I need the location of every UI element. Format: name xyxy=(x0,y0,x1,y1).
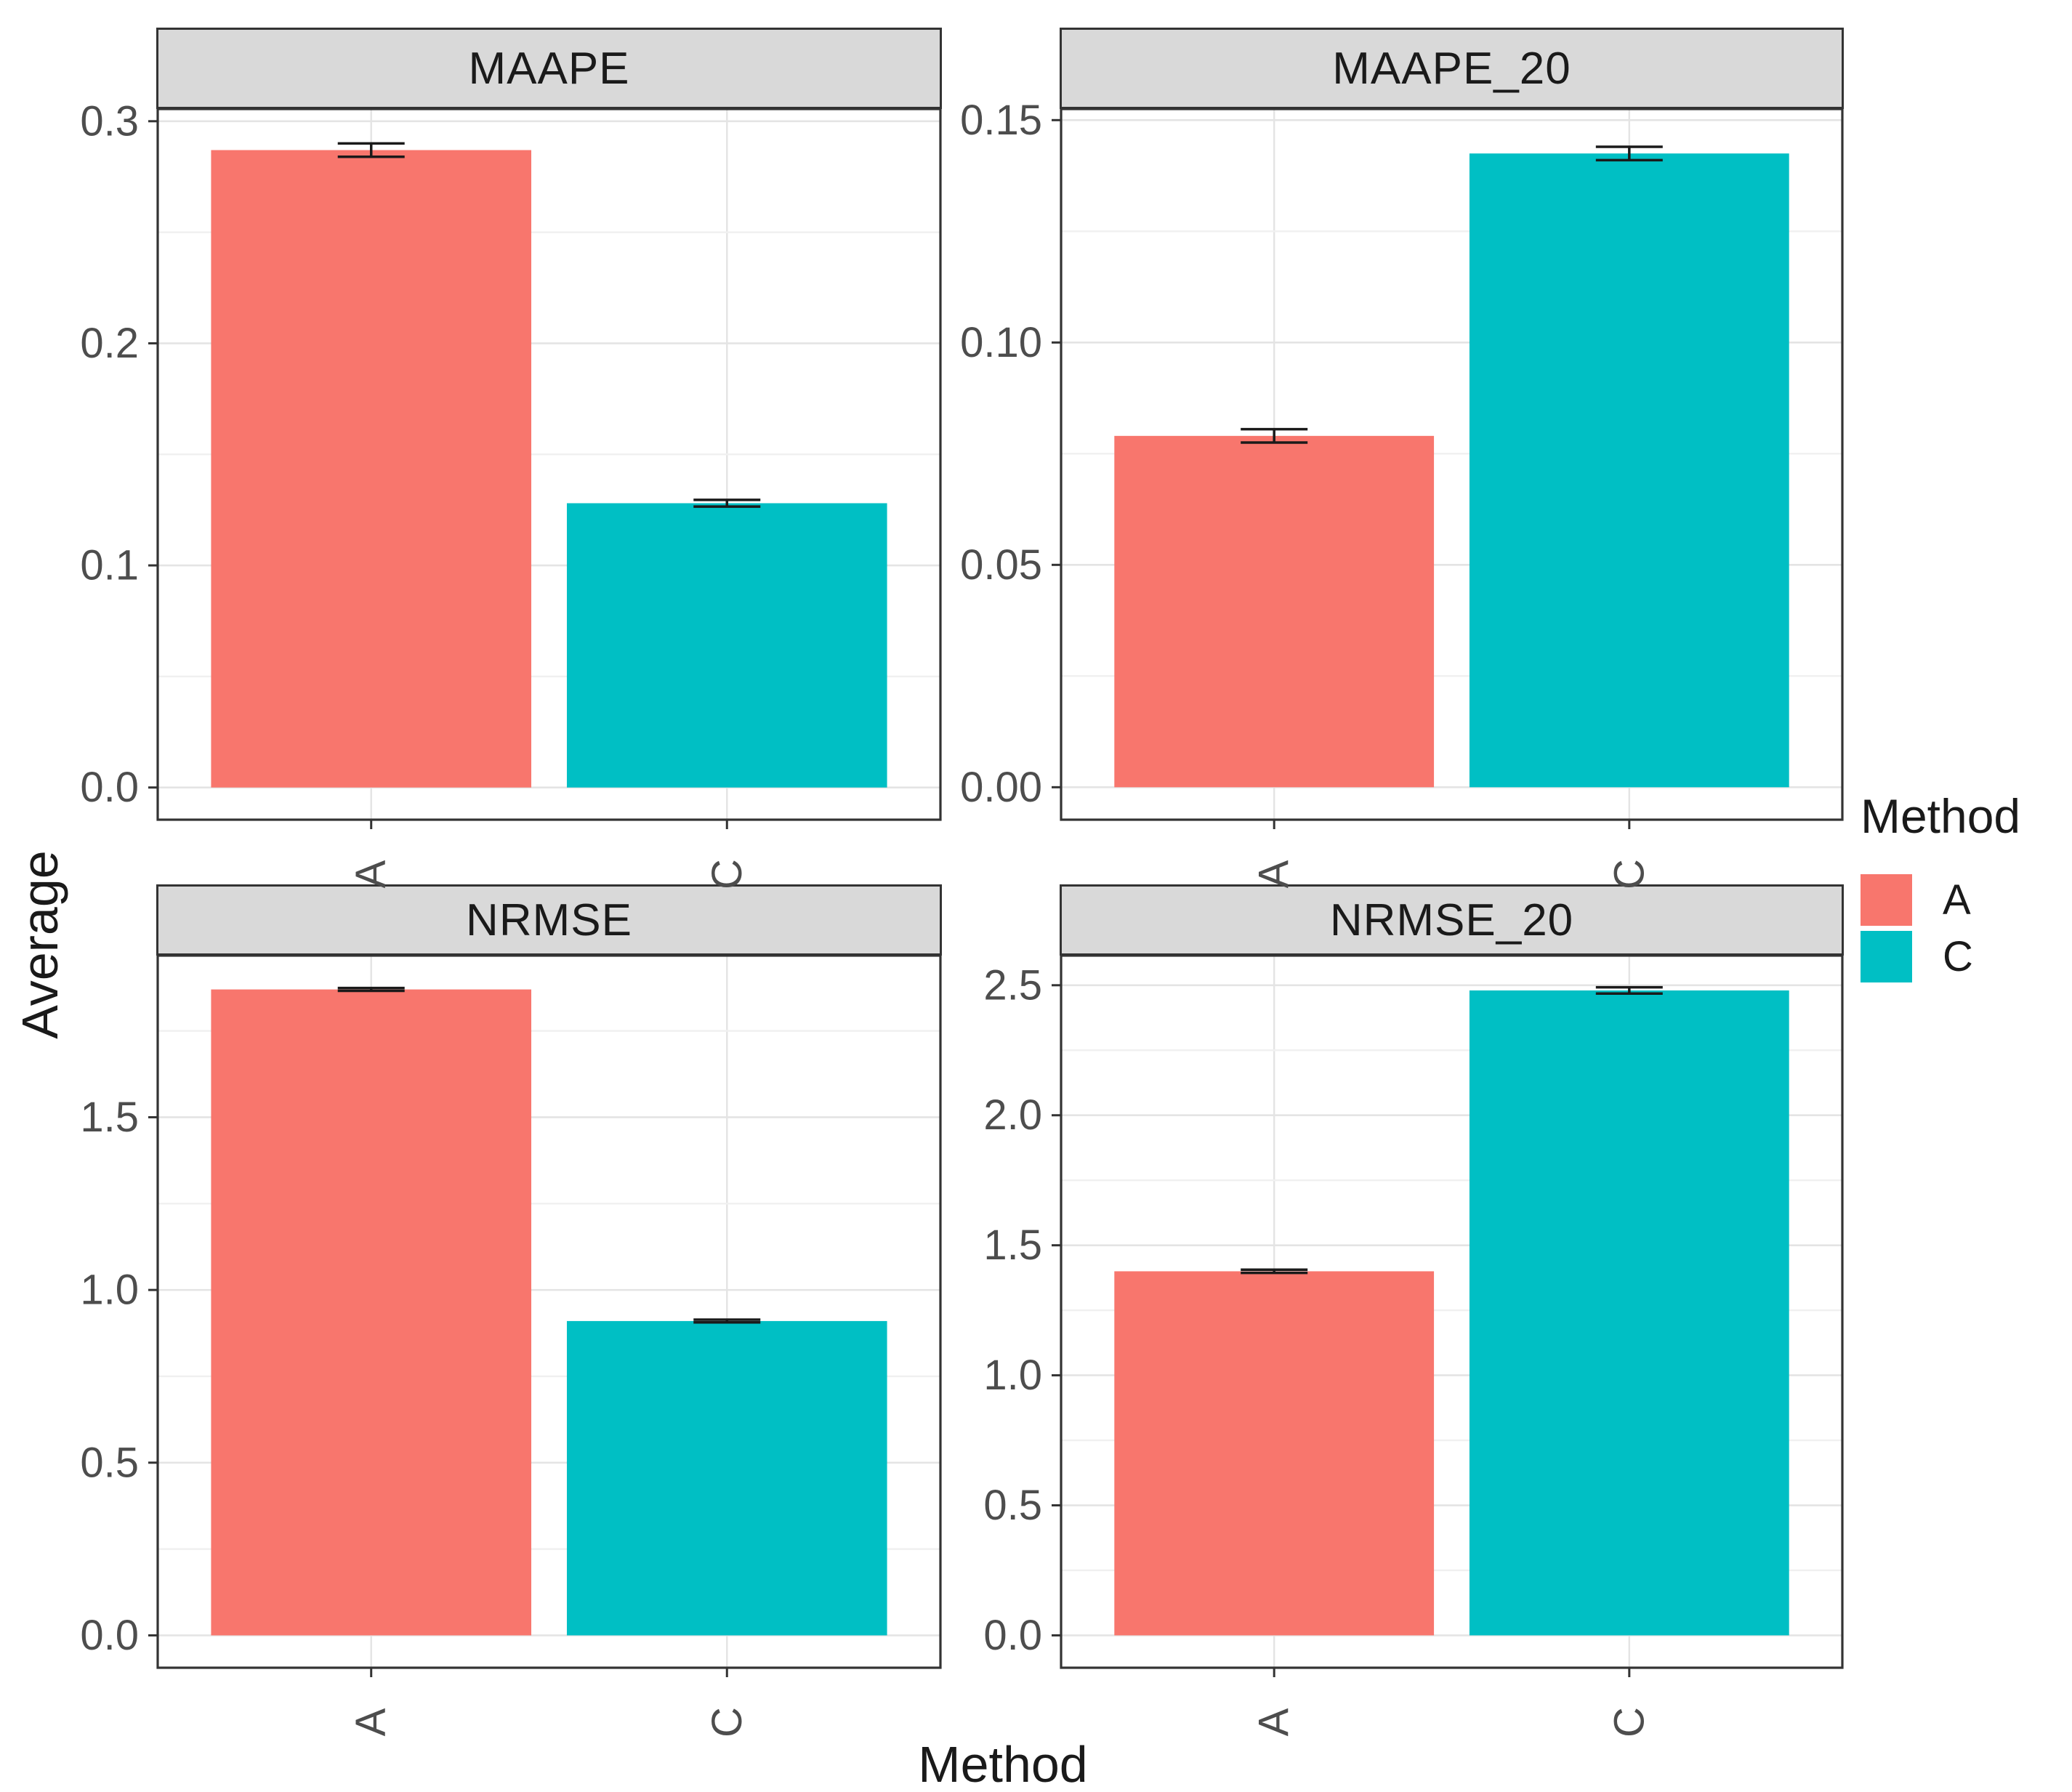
error-bar-c xyxy=(1595,145,1663,162)
y-tick-label: 0.5 xyxy=(983,1482,1042,1529)
x-tick-label: C xyxy=(1605,859,1653,889)
y-tick-label: 1.0 xyxy=(80,1267,139,1314)
panel-nrmse-20: 0.0 0.5 1.0 1.5 2.0 2.5 A C xyxy=(983,954,1844,1737)
x-tick-label: A xyxy=(347,860,395,888)
facet-strip-maape: MAAPE xyxy=(156,28,942,109)
panel-border xyxy=(1060,108,1844,821)
y-tick-label: 1.0 xyxy=(983,1352,1042,1399)
y-tick-label: 0.0 xyxy=(983,1612,1042,1659)
panel-maape: 0.0 0.1 0.2 0.3 A C xyxy=(80,97,942,889)
x-axis-title: Method xyxy=(918,1736,1088,1792)
legend-item-a: A xyxy=(1861,874,2072,926)
legend-swatch-c xyxy=(1861,931,1912,982)
y-tick-label: 0.15 xyxy=(960,97,1042,144)
bar-a xyxy=(1114,435,1435,788)
y-tick-label: 2.0 xyxy=(983,1091,1042,1139)
y-tick-label: 0.0 xyxy=(80,764,139,811)
y-tick-label: 2.5 xyxy=(983,961,1042,1009)
y-tick-label: 0.3 xyxy=(80,97,139,145)
panel-maape-20: 0.00 0.05 0.10 0.15 A C xyxy=(960,97,1844,889)
legend-swatch-a xyxy=(1861,874,1912,926)
y-tick-label: 0.05 xyxy=(960,541,1042,589)
error-bar-c xyxy=(693,1318,761,1324)
error-bar-a xyxy=(1241,1268,1308,1275)
panel-border xyxy=(1060,954,1844,1669)
legend: Method A C xyxy=(1861,788,2072,988)
error-bar-c xyxy=(693,499,761,508)
legend-label-c: C xyxy=(1943,933,1973,980)
bar-c xyxy=(1469,153,1789,788)
bar-a xyxy=(1114,1271,1435,1636)
error-bar-a xyxy=(1241,427,1308,444)
facet-strip-nrmse: NRMSE xyxy=(156,884,942,956)
y-tick-label: 0.5 xyxy=(80,1439,139,1486)
y-tick-label: 0.10 xyxy=(960,319,1042,366)
error-bar-c xyxy=(1595,985,1663,995)
y-tick-label: 0.1 xyxy=(80,542,139,589)
panel-border xyxy=(156,954,942,1669)
y-tick-label: 0.0 xyxy=(80,1612,139,1659)
panel-nrmse: 0.0 0.5 1.0 1.5 A C xyxy=(80,954,942,1737)
y-tick-label: 0.2 xyxy=(80,320,139,367)
x-tick-label: A xyxy=(1251,860,1298,888)
legend-title: Method xyxy=(1861,789,2021,843)
x-tick-label: C xyxy=(704,1707,751,1737)
y-tick-label: 1.5 xyxy=(80,1094,139,1141)
y-tick-label: 1.5 xyxy=(983,1222,1042,1269)
bar-c xyxy=(566,503,887,788)
bar-a xyxy=(211,989,532,1636)
x-tick-label: A xyxy=(1251,1708,1298,1736)
error-bar-a xyxy=(337,142,405,158)
x-tick-label: C xyxy=(1605,1707,1653,1737)
x-tick-label: A xyxy=(347,1708,395,1736)
facet-strip-maape-20: MAAPE_20 xyxy=(1060,28,1844,109)
facet-strip-nrmse-20: NRMSE_20 xyxy=(1060,884,1844,956)
bar-c xyxy=(1469,990,1789,1636)
legend-label-a: A xyxy=(1943,876,1971,924)
error-bar-a xyxy=(337,986,405,993)
y-tick-label: 0.00 xyxy=(960,764,1042,811)
legend-item-c: C xyxy=(1861,931,2072,982)
x-tick-label: C xyxy=(704,859,751,889)
bar-c xyxy=(566,1320,887,1636)
panel-border xyxy=(156,108,942,821)
bar-a xyxy=(211,150,532,788)
